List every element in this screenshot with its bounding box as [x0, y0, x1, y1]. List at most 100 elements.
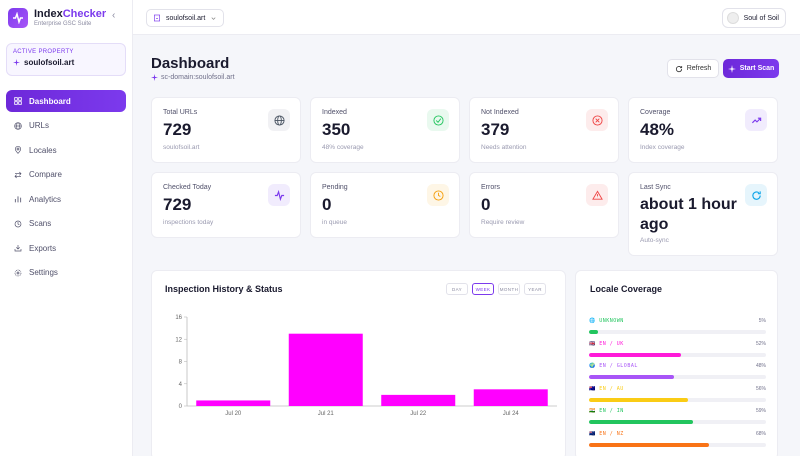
locale-progress-track	[589, 330, 766, 334]
sidebar-item-compare[interactable]: Compare	[6, 164, 126, 186]
brand[interactable]: IndexChecker Enterprise GSC Suite	[8, 8, 106, 28]
sidebar-item-label: Exports	[29, 243, 57, 253]
locale-progress-fill	[589, 330, 598, 334]
active-property-label: ACTIVE PROPERTY	[13, 49, 74, 55]
globe-icon	[14, 121, 22, 130]
locale-percent: 48%	[755, 363, 766, 369]
locale-progress-fill	[589, 352, 682, 357]
locale-progress-track	[589, 375, 766, 379]
y-tick-label: 0	[179, 404, 183, 410]
clock-icon	[427, 184, 449, 206]
locale-name: 🇦🇺 EN / AU	[589, 385, 624, 392]
sidebar-item-settings[interactable]: Settings	[6, 262, 126, 284]
locale-name: 🇳🇿 EN / NZ	[589, 430, 624, 437]
card-label: Checked Today	[163, 184, 212, 191]
locale-row[interactable]: 🌐 UNKNOWN 5%	[589, 318, 766, 334]
sidebar-item-label: Analytics	[29, 194, 62, 204]
locale-progress-track	[589, 442, 766, 447]
sidebar-item-locales[interactable]: Locales	[6, 139, 126, 161]
locale-progress-fill	[589, 375, 674, 379]
x-tick-label: Jul 22	[410, 411, 427, 417]
locale-progress-fill	[589, 442, 710, 447]
refresh-button[interactable]: Refresh	[667, 59, 719, 78]
check-circle-icon	[427, 109, 449, 131]
scan-icon	[14, 220, 22, 227]
sidebar-item-urls[interactable]: URLs	[6, 115, 126, 137]
start-scan-button[interactable]: Start Scan	[723, 59, 779, 78]
chevron-down-icon	[211, 16, 216, 20]
tab-month[interactable]: MONTH	[498, 283, 520, 295]
card-value: about 1 hour ago	[640, 196, 737, 233]
chevron-left-icon[interactable]: ‹	[112, 10, 116, 21]
card-subtext: soulofsoil.art	[163, 144, 200, 151]
card-label: Errors	[481, 184, 501, 191]
sidebar-nav: Dashboard URLs Locales Compare Analytics…	[6, 90, 126, 286]
tab-year[interactable]: YEAR	[524, 283, 546, 295]
card-value: 0	[481, 195, 491, 214]
activity-icon	[268, 184, 290, 206]
brand-name: IndexChecker	[34, 8, 107, 20]
locale-row[interactable]: 🇬🇧 EN / UK 52%	[589, 341, 766, 357]
download-icon	[14, 245, 22, 252]
stat-card-errors: Errors 0 Require review	[469, 172, 619, 238]
chart-bar	[473, 389, 548, 406]
active-property-value: soulofsoil.art	[24, 58, 75, 67]
user-name: Soul of Soil	[743, 14, 779, 22]
grid-icon	[14, 97, 22, 105]
sidebar-item-exports[interactable]: Exports	[6, 237, 126, 259]
chart-bar	[288, 333, 363, 406]
sidebar-item-scans[interactable]: Scans	[6, 213, 126, 235]
panel-title: Locale Coverage	[590, 284, 663, 294]
card-label: Last Sync	[640, 184, 671, 191]
locale-name: 🇬🇧 EN / UK	[589, 340, 624, 347]
sparkle-icon	[13, 59, 20, 66]
stat-card-last-sync: Last Sync about 1 hour ago Auto-sync	[628, 172, 778, 256]
history-range-tabs: DAY WEEK MONTH YEAR	[446, 283, 546, 295]
locale-row[interactable]: 🇮🇳 EN / IN 59%	[589, 408, 766, 424]
card-subtext: Require review	[481, 219, 525, 226]
card-value: 379	[481, 120, 510, 139]
sidebar-item-dashboard[interactable]: Dashboard	[6, 90, 126, 112]
sidebar-item-label: Locales	[29, 145, 57, 155]
refresh-icon	[745, 184, 767, 206]
gear-icon	[14, 269, 22, 276]
locale-row[interactable]: 🇦🇺 EN / AU 56%	[589, 386, 766, 402]
locale-row[interactable]: 🇳🇿 EN / NZ 68%	[589, 431, 766, 447]
stat-card-checked-today: Checked Today 729 inspections today	[151, 172, 301, 238]
trend-up-icon	[745, 109, 767, 131]
card-value: 729	[163, 120, 192, 139]
card-value: 350	[322, 120, 351, 139]
locale-row[interactable]: 🌍 EN / GLOBAL 48%	[589, 363, 766, 379]
user-menu[interactable]: Soul of Soil	[721, 8, 786, 28]
card-label: Total URLs	[163, 109, 198, 116]
active-property[interactable]: ACTIVE PROPERTY soulofsoil.art	[6, 43, 126, 76]
page-subtitle: sc-domain:soulofsoil.art	[151, 74, 235, 81]
building-icon	[154, 14, 160, 22]
locale-progress-track	[589, 420, 766, 424]
avatar	[726, 12, 739, 24]
y-tick-label: 8	[179, 360, 183, 366]
refresh-label: Refresh	[686, 65, 712, 72]
locale-name: 🇮🇳 EN / IN	[589, 408, 624, 414]
locale-percent: 59%	[755, 408, 766, 414]
sidebar-item-analytics[interactable]: Analytics	[6, 188, 126, 210]
locale-progress-track	[589, 352, 766, 357]
property-select[interactable]: soulofsoil.art	[146, 9, 225, 27]
globe-icon	[268, 109, 290, 131]
y-tick-label: 16	[175, 315, 182, 321]
sparkle-icon	[151, 74, 158, 81]
locale-coverage-panel: Locale Coverage	[575, 270, 778, 456]
card-label: Coverage	[640, 109, 671, 116]
tab-week[interactable]: WEEK	[472, 283, 494, 295]
refresh-icon	[675, 65, 682, 72]
card-label: Pending	[322, 184, 348, 191]
sidebar-item-label: Scans	[29, 219, 52, 228]
panel-title: Inspection History & Status	[165, 284, 283, 294]
sidebar-item-label: Settings	[29, 268, 58, 277]
page-subtitle-text: sc-domain:soulofsoil.art	[161, 74, 235, 81]
card-subtext: 48% coverage	[322, 144, 364, 151]
locale-progress-fill	[589, 397, 689, 402]
activity-icon	[8, 8, 28, 28]
tab-day[interactable]: DAY	[446, 283, 468, 295]
topbar: soulofsoil.art Soul of Soil	[133, 0, 800, 35]
